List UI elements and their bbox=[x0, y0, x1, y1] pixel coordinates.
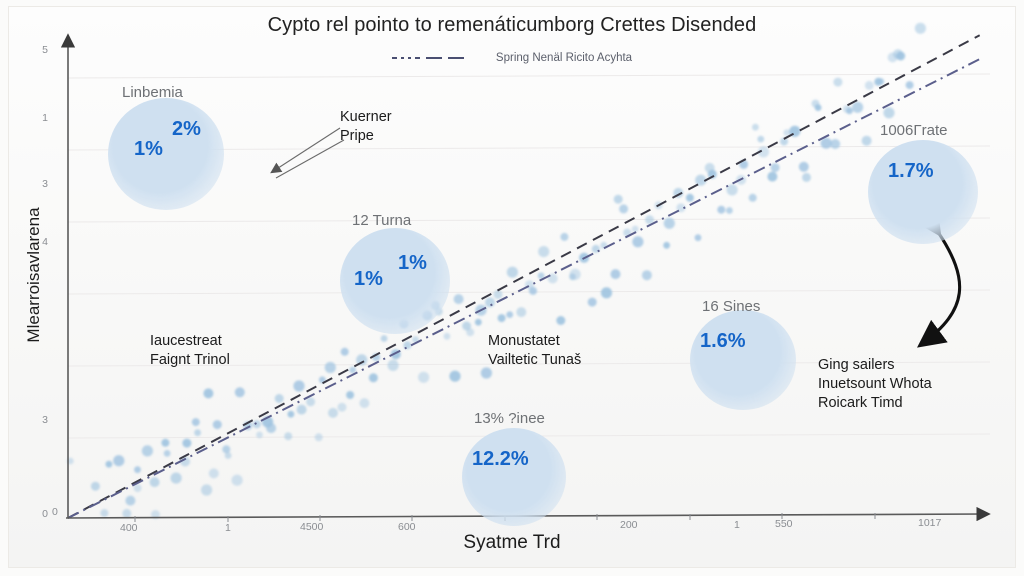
blob-12-turna-pct-primary: 1% bbox=[354, 268, 383, 290]
callout-iaucestreat-faignt-line-1: Faignt Trinol bbox=[150, 352, 230, 368]
legend-dash-dot-swatch bbox=[391, 54, 488, 62]
x-tick-6: 1 bbox=[734, 519, 740, 531]
callout-ging-sailers-line-0: Ging sailers bbox=[818, 357, 895, 373]
blob-1006-rate-label: 1006Γrate bbox=[880, 122, 948, 139]
lower-trend bbox=[67, 58, 981, 519]
x-tick-1: 400 bbox=[120, 522, 138, 534]
x-tick-3: 4500 bbox=[300, 521, 324, 533]
y-tick-1: 1 bbox=[42, 112, 48, 124]
x-tick-5: 200 bbox=[620, 519, 638, 531]
callout-iaucestreat-faignt-line-0: Iaucestreat bbox=[150, 333, 222, 349]
callout-kuerner-pripe: Kuerner Pripe bbox=[340, 108, 392, 146]
x-tick-8: 1017 bbox=[918, 517, 942, 529]
callout-kuerner-pripe-line-0: Kuerner bbox=[340, 109, 392, 125]
legend: Spring Nenäl Ricito Acyhta bbox=[0, 52, 1024, 64]
blob-1006-rate-pct-primary: 1.7% bbox=[888, 160, 934, 182]
blob-linbemia-label: Linbemia bbox=[122, 84, 183, 101]
blob-13-inee-label: 13% ?inee bbox=[474, 410, 545, 427]
x-tick-7: 550 bbox=[775, 518, 793, 530]
y-tick-3: 4 bbox=[42, 236, 48, 248]
callout-ging-sailers-line-2: Roicark Timd bbox=[818, 395, 903, 411]
callout-monustatet: Monustatet Vailtetic Tunaš bbox=[488, 332, 581, 370]
callout-monustatet-line-0: Monustatet bbox=[488, 333, 560, 349]
callout-kuerner-pripe-line-1: Pripe bbox=[340, 128, 374, 144]
upper-trend bbox=[67, 34, 981, 519]
trendlines bbox=[67, 34, 981, 519]
callout-iaucestreat-faignt: Iaucestreat Faignt Trinol bbox=[150, 332, 230, 370]
y-tick-2: 3 bbox=[42, 178, 48, 190]
y-tick-0: 5 bbox=[42, 44, 48, 56]
double-headed-curved-arrow bbox=[914, 206, 962, 348]
blob-13-inee bbox=[462, 428, 566, 526]
blob-linbemia-pct-primary: 1% bbox=[134, 138, 163, 160]
blob-linbemia bbox=[108, 98, 224, 210]
y-tick-5: 0 bbox=[42, 508, 48, 520]
x-tick-4: 600 bbox=[398, 521, 416, 533]
legend-label: Spring Nenäl Ricito Acyhta bbox=[495, 52, 633, 64]
blob-1006-rate bbox=[868, 140, 978, 244]
kuerner-pripe-arrow bbox=[270, 127, 345, 179]
x-tick-2: 1 bbox=[225, 522, 231, 534]
x-axis-label: Syatme Trd bbox=[463, 532, 561, 553]
blob-16-sines-label: 16 Sines bbox=[702, 298, 761, 315]
y-tick-4: 3 bbox=[42, 414, 48, 426]
callout-monustatet-line-1: Vailtetic Tunaš bbox=[488, 352, 582, 368]
page-title: Cypto rel pointo to remenáticumborg Cret… bbox=[267, 14, 757, 36]
callout-ging-sailers: Ging sailers Inuetsount Whota Roicark Ti… bbox=[818, 356, 932, 413]
blob-linbemia-pct-secondary: 2% bbox=[172, 118, 201, 140]
x-tick-0: 0 bbox=[52, 506, 58, 518]
blob-12-turna-label: 12 Turna bbox=[352, 212, 412, 229]
blob-12-turna bbox=[340, 228, 450, 334]
callout-ging-sailers-line-1: Inuetsount Whota bbox=[818, 376, 932, 392]
blob-16-sines bbox=[690, 310, 796, 410]
blob-12-turna-pct-secondary: 1% bbox=[398, 252, 427, 274]
blob-16-sines-pct-primary: 1.6% bbox=[700, 330, 746, 352]
blob-13-inee-pct-primary: 12.2% bbox=[472, 448, 529, 470]
